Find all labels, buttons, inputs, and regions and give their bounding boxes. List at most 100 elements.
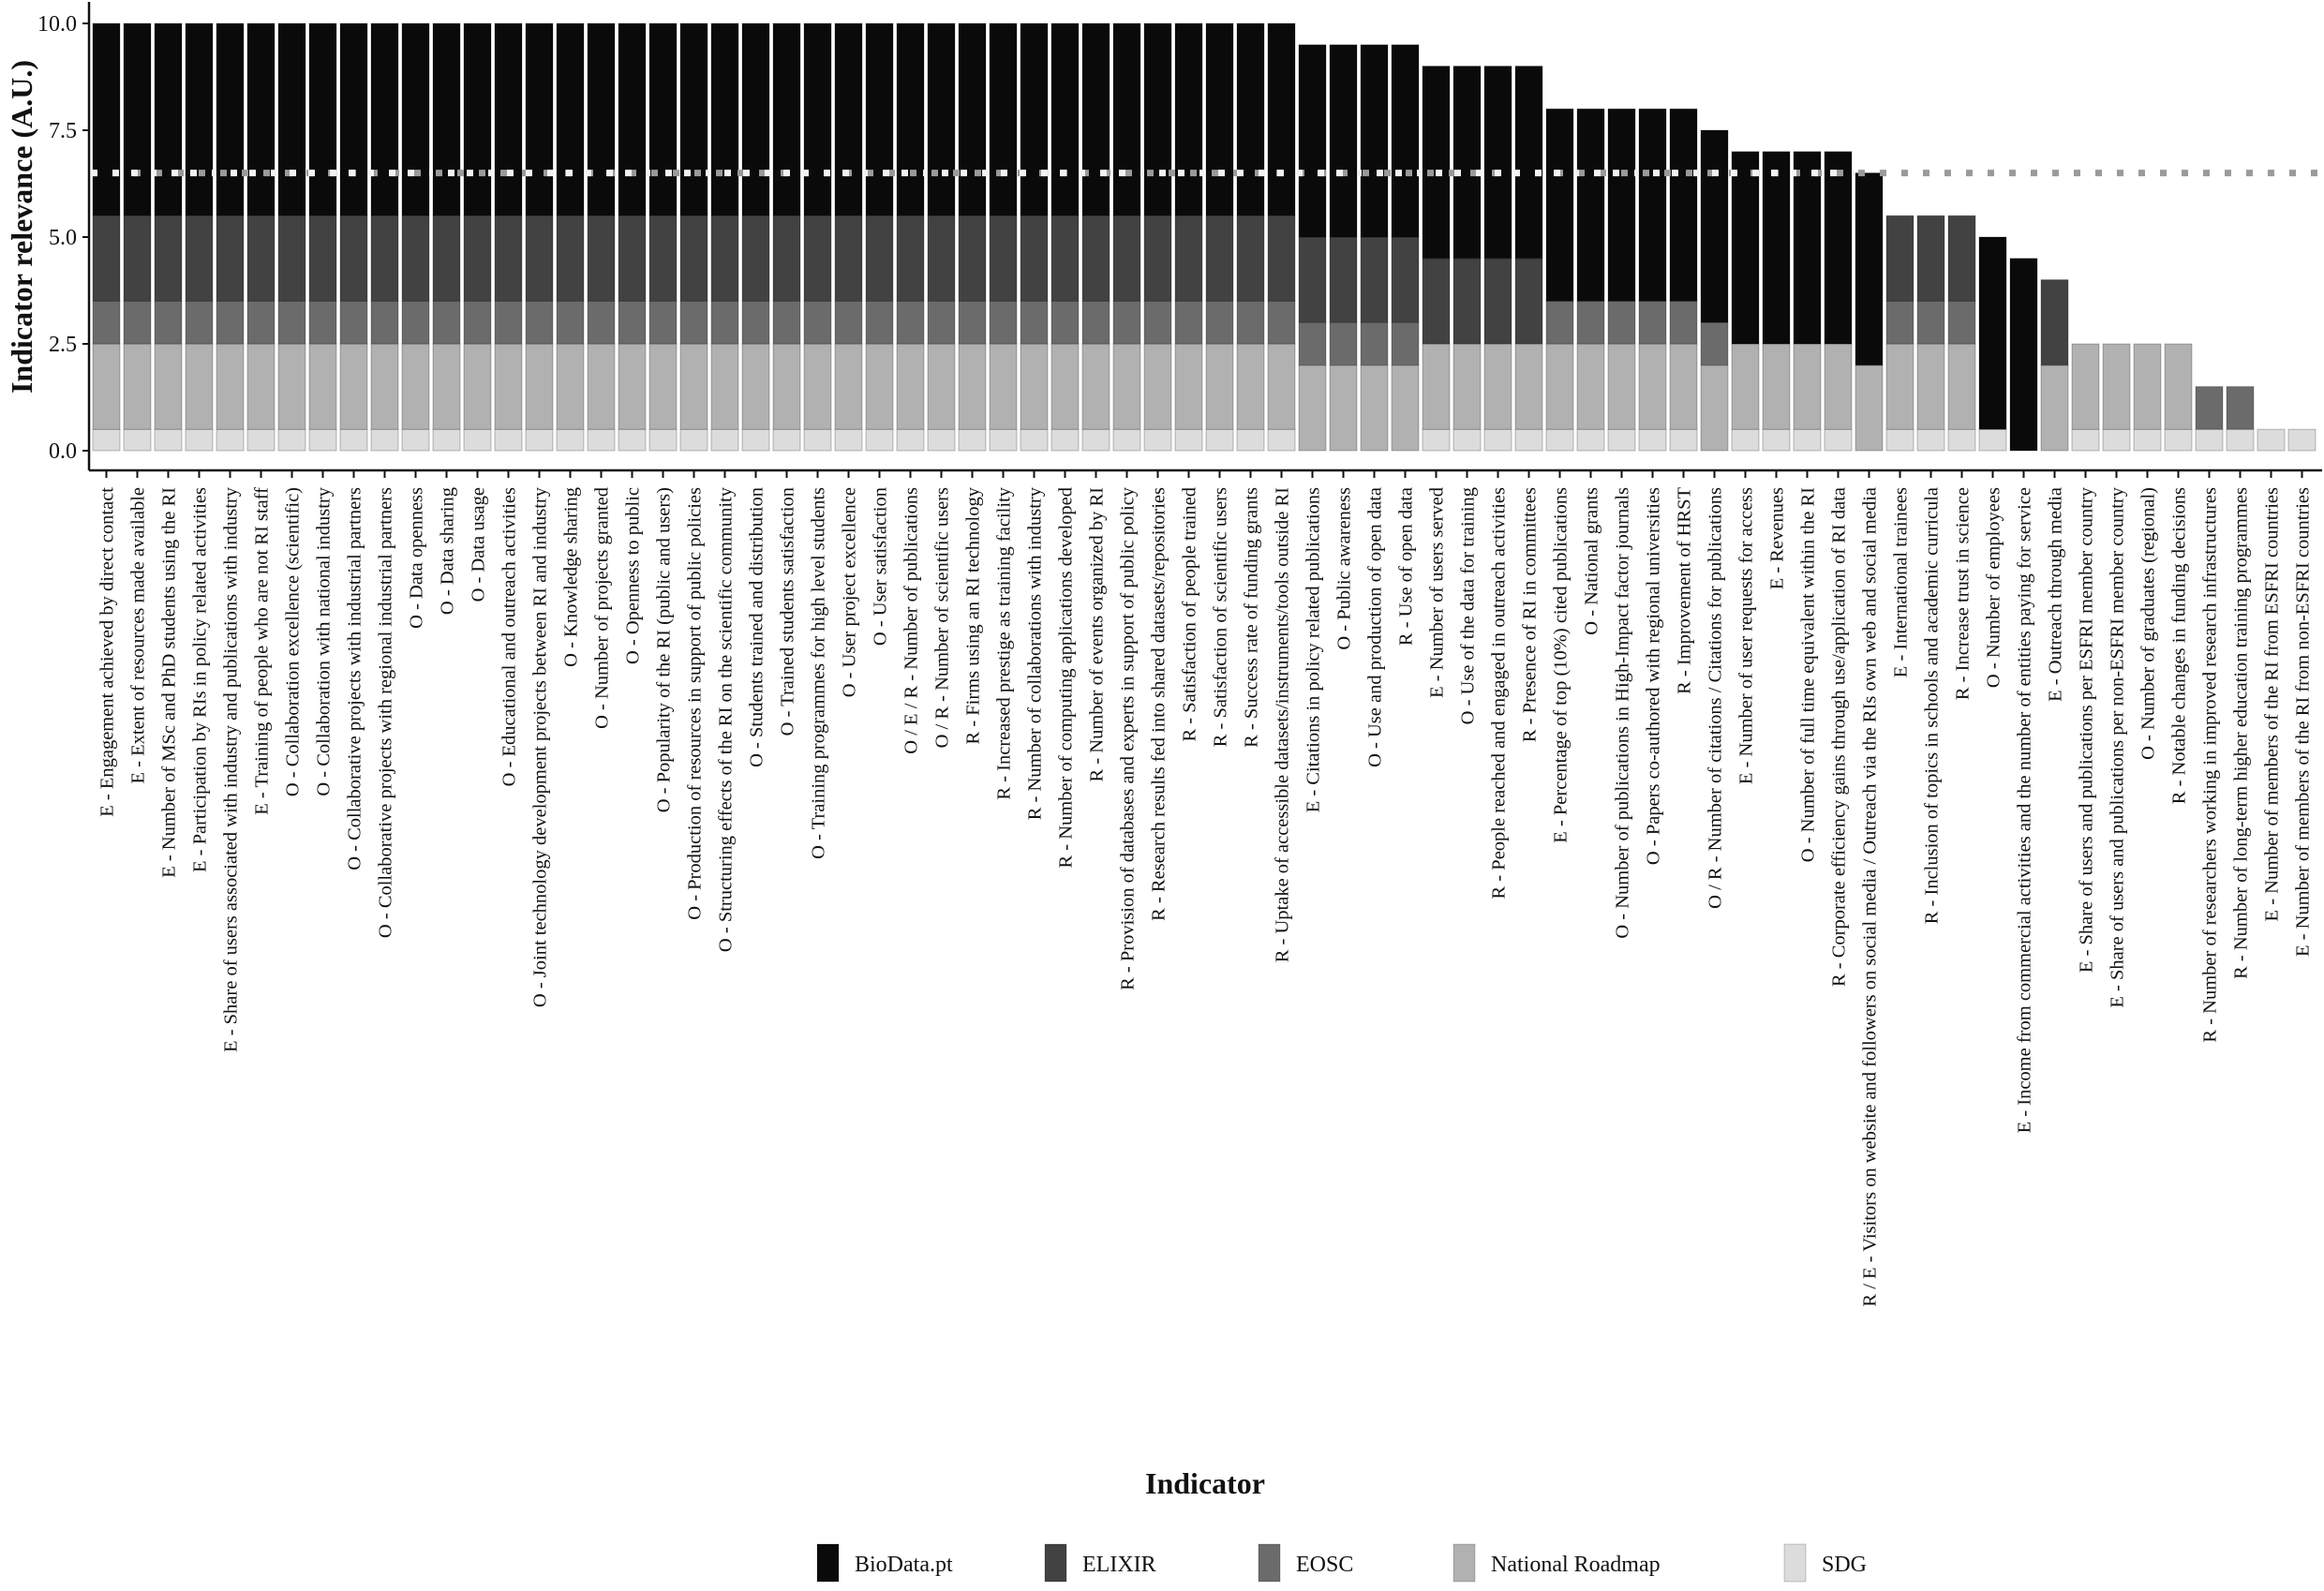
bar-segment-sdg	[1112, 428, 1141, 452]
x-tick-label: O - Collaboration excellence (scientific…	[283, 487, 304, 796]
legend-label: BioData.pt	[855, 1553, 953, 1577]
bar-segment-eosc	[741, 300, 770, 345]
bar-stack	[2133, 343, 2162, 452]
bar-segment-sdg	[1793, 428, 1822, 452]
bar-segment-eosc	[154, 300, 183, 345]
bar-segment-eosc	[927, 300, 956, 345]
bar-segment-national-roadmap	[92, 343, 121, 430]
bar-segment-national-roadmap	[741, 343, 770, 430]
bar-stack	[1824, 151, 1853, 452]
bar-segment-national-roadmap	[1824, 343, 1853, 430]
bar-stack	[1143, 22, 1172, 452]
bar-segment-eosc	[1360, 321, 1389, 366]
bar-segment-elixir	[370, 215, 399, 302]
bar-stack	[1731, 151, 1760, 452]
bar-segment-eosc	[1143, 300, 1172, 345]
bar-segment-national-roadmap	[185, 343, 214, 430]
bar-segment-eosc	[216, 300, 245, 345]
bar-segment-biodata-pt	[1050, 22, 1080, 216]
bar-segment-elixir	[401, 215, 430, 302]
bar-segment-elixir	[494, 215, 523, 302]
bar-segment-elixir	[339, 215, 368, 302]
bar-segment-national-roadmap	[803, 343, 832, 430]
bar-stack	[1669, 108, 1698, 452]
bar-segment-elixir	[618, 215, 647, 302]
bar-segment-sdg	[1050, 428, 1080, 452]
bar-segment-elixir	[1112, 215, 1141, 302]
bar-segment-sdg	[216, 428, 245, 452]
bar-stack	[587, 22, 616, 452]
x-tick-label: R - Increase trust in science	[1953, 487, 1974, 700]
bar-segment-eosc	[339, 300, 368, 345]
bar-stack	[525, 22, 554, 452]
legend-item: SDG	[1783, 1543, 1867, 1583]
bar-stack	[710, 22, 739, 452]
bar-stack	[1545, 108, 1574, 452]
x-tick-labels: E - Engagement achieved by direct contac…	[97, 486, 2314, 1306]
x-tick-label: O - Number of graduates (regional)	[2138, 487, 2159, 760]
bar-segment-sdg	[401, 428, 430, 452]
bar-segment-biodata-pt	[277, 22, 306, 216]
bar-segment-elixir	[1947, 215, 1976, 302]
x-tick-label: O - Use of the data for training	[1458, 487, 1479, 724]
bar-segment-eosc	[1267, 300, 1296, 345]
bars-layer	[92, 22, 2317, 452]
x-tick-label: R - Notable changes in funding decisions	[2169, 487, 2190, 804]
x-tick-label: E - Number of MSc and PhD students using…	[159, 487, 180, 878]
bar-segment-biodata-pt	[834, 22, 863, 216]
bar-segment-national-roadmap	[958, 343, 987, 430]
bar-stack	[1360, 44, 1389, 452]
legend-item: BioData.pt	[816, 1543, 953, 1583]
bar-segment-elixir	[1267, 215, 1296, 302]
bar-segment-biodata-pt	[2009, 258, 2038, 452]
bar-stack	[1514, 66, 1543, 452]
bar-stack	[1483, 66, 1512, 452]
bar-segment-sdg	[2071, 428, 2100, 452]
bar-segment-national-roadmap	[246, 343, 276, 430]
bar-segment-national-roadmap	[1205, 343, 1234, 430]
bar-segment-biodata-pt	[587, 22, 616, 216]
x-tick-label: R - Provision of databases and experts i…	[1118, 486, 1139, 990]
bar-segment-biodata-pt	[1020, 22, 1049, 216]
bar-segment-eosc	[1236, 300, 1265, 345]
bar-segment-biodata-pt	[1700, 129, 1729, 323]
bar-stack	[1422, 66, 1451, 452]
bar-segment-elixir	[1360, 236, 1389, 323]
bar-segment-national-roadmap	[1731, 343, 1760, 430]
bar-segment-national-roadmap	[308, 343, 337, 430]
bar-stack	[927, 22, 956, 452]
x-tick-label: O - Training programmes for high level s…	[809, 487, 829, 859]
bar-segment-elixir	[741, 215, 770, 302]
bar-segment-biodata-pt	[927, 22, 956, 216]
bar-stack	[92, 22, 121, 452]
bar-segment-biodata-pt	[123, 22, 152, 216]
bar-segment-elixir	[587, 215, 616, 302]
bar-segment-national-roadmap	[927, 343, 956, 430]
bar-segment-eosc	[710, 300, 739, 345]
bar-segment-national-roadmap	[1885, 343, 1914, 430]
bar-segment-sdg	[989, 428, 1018, 452]
bar-segment-eosc	[1298, 321, 1327, 366]
bar-segment-sdg	[803, 428, 832, 452]
bar-segment-sdg	[679, 428, 708, 452]
bar-segment-sdg	[1236, 428, 1265, 452]
bar-segment-eosc	[1174, 300, 1203, 345]
bar-segment-sdg	[2195, 428, 2224, 452]
bar-stack	[1793, 151, 1822, 452]
bar-segment-national-roadmap	[277, 343, 306, 430]
bar-segment-biodata-pt	[463, 22, 492, 216]
bar-segment-elixir	[216, 215, 245, 302]
x-tick-label: E - Training of people who are not RI st…	[252, 487, 273, 815]
bar-segment-biodata-pt	[1731, 151, 1760, 345]
bar-segment-biodata-pt	[185, 22, 214, 216]
x-tick-label: O - Collaborative projects with industri…	[345, 487, 365, 870]
bar-segment-national-roadmap	[1762, 343, 1791, 430]
bar-segment-national-roadmap	[216, 343, 245, 430]
legend: BioData.pt ELIXIR EOSC National Roadmap SDG	[816, 1543, 1867, 1583]
bar-segment-sdg	[308, 428, 337, 452]
bar-segment-eosc	[1638, 300, 1667, 345]
x-tick-label: O - Number of full time equivalent withi…	[1798, 487, 1819, 862]
bar-stack	[1020, 22, 1049, 452]
bar-segment-eosc	[1700, 321, 1729, 366]
x-tick-label: O - Number of publications in High-Impac…	[1613, 487, 1633, 939]
